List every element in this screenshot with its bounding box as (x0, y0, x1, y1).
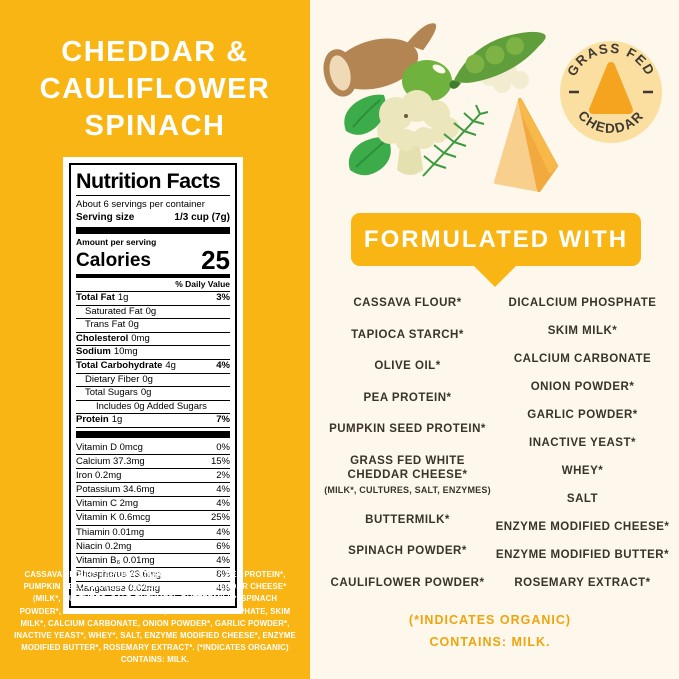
formulated-ingredient-columns: CASSAVA FLOUR* TAPIOCA STARCH* OLIVE OIL… (320, 296, 670, 591)
footnote-line: (*INDICATES ORGANIC) (408, 613, 572, 627)
vitamin-row: Iron 0.2mg 2% (76, 469, 230, 484)
flavor-title-line: CAULIFLOWER (39, 73, 271, 105)
organic-footnote: (*INDICATES ORGANIC) CONTAINS: MILK. (310, 609, 670, 653)
nutrient-row: Sodium 10mg (76, 346, 230, 360)
formulated-with-banner: FORMULATED WITH (351, 213, 641, 266)
serving-size-row: Serving size 1/3 cup (7g) (76, 211, 230, 224)
nutrient-row: Total Carbohydrate 4g 4% (76, 360, 230, 374)
ingredient-column-right: DICALCIUM PHOSPHATE SKIM MILK* CALCIUM C… (495, 296, 670, 591)
badge-cheese-wedge-icon (589, 62, 633, 114)
ingredient-column-left: CASSAVA FLOUR* TAPIOCA STARCH* OLIVE OIL… (320, 296, 495, 591)
thick-divider (76, 227, 230, 234)
vitamin-row: Calcium 37.3mg 15% (76, 455, 230, 470)
cauliflower-icon (377, 90, 459, 175)
daily-value-header: % Daily Value (76, 278, 230, 292)
amount-per-serving: Amount per serving (76, 237, 157, 247)
formulated-ingredient: PEA PROTEIN* (363, 391, 452, 404)
nutrient-row: Protein 1g 7% (76, 414, 230, 428)
nutrient-row: Trans Fat 0g (76, 319, 230, 333)
formulated-ingredient: OLIVE OIL* (374, 360, 441, 372)
nutrition-facts-box: Nutrition Facts About 6 servings per con… (69, 163, 237, 608)
pea-pod-icon (449, 31, 546, 89)
nutrient-row: Cholesterol 0mg (76, 333, 230, 347)
formulated-ingredient: DICALCIUM PHOSPHATE (508, 297, 657, 309)
servings-per-container: About 6 servings per container (76, 199, 205, 210)
nutrient-row: Dietary Fiber 0g (76, 374, 230, 388)
cassava-root-icon (323, 23, 437, 97)
nutrition-facts-title: Nutrition Facts (76, 169, 230, 196)
footnote-line: CONTAINS: MILK. (429, 635, 551, 649)
flavor-title-line: CHEDDAR & (61, 36, 249, 68)
ingredient-illustrations (323, 23, 558, 192)
banner-pointer (471, 264, 518, 287)
formulated-ingredient: GARLIC POWDER* (527, 409, 638, 421)
nutrient-row: Includes 0g Added Sugars (76, 401, 230, 415)
vitamin-row: Niacin 0.2mg 6% (76, 540, 230, 554)
formulated-ingredient: CALCIUM CARBONATE (513, 353, 652, 365)
formulated-ingredient: SKIM MILK* (547, 325, 618, 337)
left-yellow-panel: CHEDDAR & CAULIFLOWER SPINACH Nutrition Fa… (0, 0, 310, 679)
vitamin-row: Phosphorus 23.6mg 8% (76, 568, 230, 582)
nutrient-row: Saturated Fat 0g (76, 306, 230, 320)
formulated-ingredient: GRASS FED WHITE CHEDDAR CHEESE* (MILK*, … (324, 454, 491, 495)
formulated-with-title: FORMULATED WITH (363, 225, 629, 253)
spinach-leaves-icon (344, 94, 391, 176)
formulated-ingredient: ENZYME MODIFIED BUTTER* (495, 549, 670, 561)
formulated-ingredient: SALT (566, 493, 599, 505)
formulated-ingredient: SPINACH POWDER* (348, 545, 467, 557)
grass-fed-cheddar-badge: GRASS FED CHEDDAR (560, 41, 662, 143)
calories-row: Calories 25 (76, 245, 230, 278)
nutrient-row: Total Sugars 0g (76, 387, 230, 401)
flavor-title-line: SPINACH (84, 110, 226, 142)
cheese-wedge-icon (494, 98, 558, 192)
vitamin-rows: Vitamin D 0mcg 0% Calcium 37.3mg 15% Iro… (76, 441, 230, 596)
formulated-ingredient: PUMPKIN SEED PROTEIN* (329, 423, 486, 435)
nutrient-row: Total Fat 1g 3% (76, 292, 230, 306)
vitamin-row: Vitamin B₆ 0.01mg 4% (76, 554, 230, 568)
ingredients-statement: CASSAVA FLOUR*, TAPIOCA STARCH*, OLIVE O… (14, 570, 296, 665)
formulated-ingredient: ROSEMARY EXTRACT* (514, 577, 651, 589)
vitamin-row: Vitamin C 2mg 4% (76, 497, 230, 512)
formulated-ingredient: WHEY* (561, 465, 604, 477)
calories-value: 25 (201, 245, 230, 275)
vitamin-row: Manganese 0.02mg 4% (76, 582, 230, 596)
vitamin-row: Thiamin 0.01mg 4% (76, 526, 230, 540)
nutrient-rows: Total Fat 1g 3% Saturated Fat 0g Trans Fat… (76, 292, 230, 428)
formulated-ingredient: CAULIFLOWER POWDER* (330, 576, 485, 589)
thick-divider (76, 430, 230, 438)
formulated-ingredient: ENZYME MODIFIED CHEESE* (495, 521, 670, 533)
vitamin-row: Vitamin D 0mcg 0% (76, 441, 230, 456)
formulated-ingredient: INACTIVE YEAST* (529, 437, 636, 449)
flavor-title: CHEDDAR & CAULIFLOWER SPINACH (0, 34, 310, 145)
formulated-ingredient: BUTTERMILK* (365, 513, 450, 526)
nutrition-facts-label: Nutrition Facts About 6 servings per con… (63, 157, 243, 614)
vitamin-row: Potassium 34.6mg 4% (76, 483, 230, 498)
calories-label: Calories (76, 250, 151, 271)
formulated-ingredient: ONION POWDER* (530, 381, 635, 393)
serving-size-label: Serving size (76, 212, 135, 223)
right-cream-panel: GRASS FED CHEDDAR FORMULATED WITH CASSAV… (310, 0, 679, 679)
formulated-ingredient: CASSAVA FLOUR* (353, 297, 462, 309)
serving-size-value: 1/3 cup (7g) (174, 212, 230, 223)
rosemary-sprig-icon (422, 104, 489, 177)
formulated-ingredient: TAPIOCA STARCH* (351, 328, 464, 341)
vitamin-row: Vitamin K 0.6mcg 25% (76, 511, 230, 526)
